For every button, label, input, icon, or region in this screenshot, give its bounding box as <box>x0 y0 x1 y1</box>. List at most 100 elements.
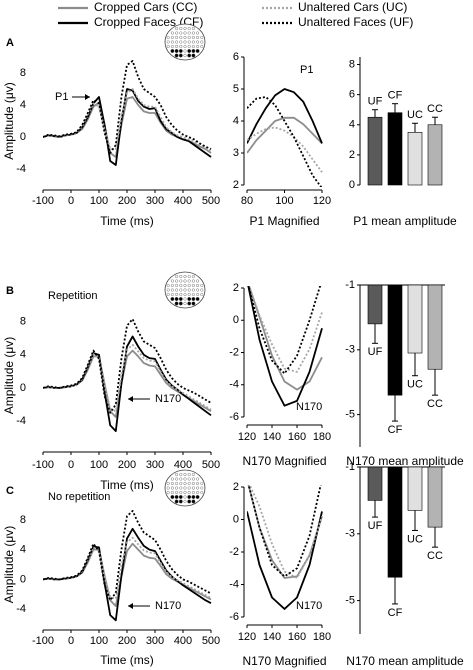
electrode <box>183 500 187 504</box>
bar <box>427 284 443 370</box>
electrode <box>187 31 191 35</box>
y-tick-label: 6 <box>233 51 239 63</box>
electrode <box>191 27 195 31</box>
x-tick-label: 100 <box>90 635 108 647</box>
category-label: CF <box>388 607 403 619</box>
category-label: CF <box>388 90 403 102</box>
electrode <box>179 288 183 292</box>
bar <box>387 466 403 578</box>
x-tick-label: -100 <box>32 459 54 471</box>
y-tick-label: 0 <box>20 131 26 143</box>
electrode <box>166 45 170 49</box>
y-tick-label: 0 <box>20 382 26 394</box>
electrode <box>196 288 200 292</box>
category-label: UC <box>407 379 423 391</box>
y-tick-label: -3 <box>345 344 355 356</box>
bar <box>407 284 423 354</box>
y-tick-label: 8 <box>20 514 26 526</box>
electrode <box>178 499 183 504</box>
electrode <box>191 499 196 504</box>
electrode <box>191 31 195 35</box>
x-tick-label: 500 <box>202 635 220 647</box>
electrode <box>170 477 174 481</box>
electrode <box>191 473 195 477</box>
electrode <box>187 293 191 297</box>
electrode <box>196 491 200 495</box>
electrode <box>170 49 175 53</box>
bar <box>427 124 443 186</box>
electrode <box>200 288 204 292</box>
electrode <box>175 40 179 44</box>
arrow-head <box>85 94 90 100</box>
category-label: UC <box>407 109 423 121</box>
electrode <box>196 45 200 49</box>
bar <box>407 131 423 186</box>
electrode <box>166 491 170 495</box>
series-line <box>248 286 323 391</box>
electrode <box>175 293 179 297</box>
category-label: CF <box>388 424 403 436</box>
series-line <box>247 511 323 610</box>
bar <box>407 466 423 511</box>
y-tick-label: 2 <box>233 282 239 294</box>
electrode <box>170 31 174 35</box>
electrode <box>183 279 187 283</box>
electrode <box>166 482 170 486</box>
electrode <box>183 491 187 495</box>
x-tick-label: 300 <box>146 635 164 647</box>
y-tick-label: -6 <box>229 411 239 423</box>
series-line <box>247 286 323 407</box>
electrode <box>175 275 179 279</box>
bar <box>387 112 403 186</box>
electrode <box>174 499 179 504</box>
x-tick-label: 100 <box>90 195 108 207</box>
electrode <box>187 499 192 504</box>
electrode <box>200 491 204 495</box>
series-line <box>43 536 212 600</box>
x-tick-label: 120 <box>238 431 256 443</box>
x-tick-label: 200 <box>118 459 136 471</box>
electrode <box>183 473 187 477</box>
electrode <box>170 284 174 288</box>
annotation: N170 <box>296 401 322 413</box>
series-line <box>247 126 323 173</box>
category-label: CC <box>427 398 443 410</box>
y-tick-label: -2 <box>229 546 239 558</box>
electrode <box>175 27 179 31</box>
electrode <box>187 482 191 486</box>
electrode <box>191 495 196 499</box>
y-tick-label: -4 <box>229 379 239 391</box>
legend-label: Unaltered Cars (UC) <box>298 0 407 14</box>
electrode <box>200 36 204 40</box>
y-tick-label: 0 <box>20 573 26 585</box>
x-axis-label: P1 mean amplitude <box>353 214 457 228</box>
electrode <box>174 301 179 306</box>
electrode <box>183 302 187 306</box>
y-tick-label: -4 <box>229 578 239 590</box>
x-tick-label: 0 <box>68 459 74 471</box>
electrode <box>179 275 183 279</box>
annotation: P1 <box>55 91 68 103</box>
electrode <box>175 486 179 490</box>
electrode <box>179 31 183 35</box>
electrode <box>187 40 191 44</box>
x-tick-label: 400 <box>174 635 192 647</box>
electrode <box>187 275 191 279</box>
y-tick-label: -4 <box>16 415 26 427</box>
electrode <box>196 36 200 40</box>
x-axis-label: Time (ms) <box>100 214 154 228</box>
electrode <box>170 279 174 283</box>
electrode <box>200 45 204 49</box>
electrode <box>191 297 196 301</box>
electrode <box>175 31 179 35</box>
electrode <box>183 477 187 481</box>
x-tick-label: 200 <box>118 195 136 207</box>
electrode <box>178 495 183 499</box>
electrode <box>191 301 196 306</box>
electrode <box>175 482 179 486</box>
electrode <box>195 49 200 53</box>
electrode <box>183 31 187 35</box>
bar <box>387 284 403 396</box>
series-line <box>247 286 322 375</box>
